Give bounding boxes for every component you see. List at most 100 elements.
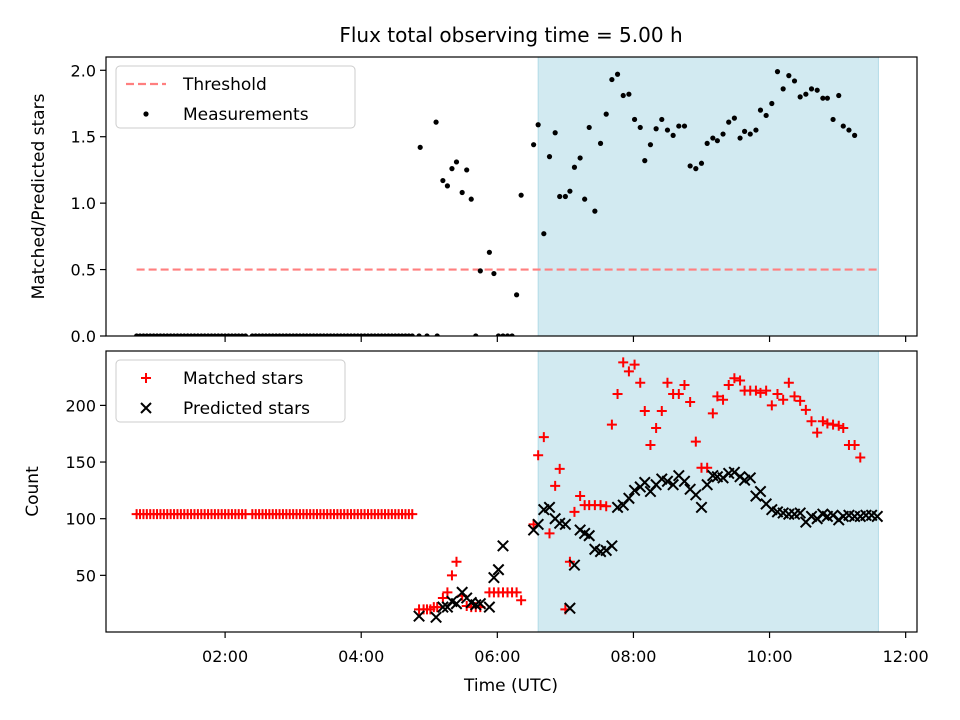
matched-star-point [645, 440, 656, 451]
measurement-point [477, 268, 483, 274]
predicted-star-point [701, 478, 714, 491]
measurement-point [433, 119, 439, 125]
observing-window-shade [537, 350, 879, 633]
matched-star-point [806, 416, 817, 427]
measurement-point [637, 124, 643, 131]
matched-star-point [690, 436, 701, 447]
axes-frame [105, 56, 918, 337]
measurement-point [552, 130, 558, 136]
legend-box [115, 65, 356, 129]
predicted-star-point [543, 501, 556, 514]
x-tick-label: 02:00 [202, 647, 248, 666]
predicted-star-point [695, 501, 708, 514]
y-tick-label: 200 [65, 396, 96, 415]
matched-star-point [761, 385, 772, 396]
matched-star-point [601, 501, 612, 512]
x-tick-label: 06:00 [474, 647, 520, 666]
x-tick-label: 12:00 [883, 647, 929, 666]
predicted-star-point [564, 602, 576, 615]
measurement-point [531, 142, 537, 148]
y-tick-label: 50 [76, 566, 96, 585]
matched-star-point [516, 595, 527, 606]
measurement-point [242, 333, 249, 336]
measurement-point [769, 100, 775, 107]
legend-measurements-swatch [143, 111, 149, 117]
matched-star-point [712, 391, 723, 402]
predicted-star-point [559, 518, 572, 531]
measurement-point [797, 94, 803, 100]
measurement-point [710, 135, 716, 141]
measurement-point [780, 86, 786, 92]
legend-label: Matched stars [183, 369, 303, 389]
measurement-point [670, 132, 676, 138]
matched-star-point [822, 418, 833, 429]
x-tick-label: 10:00 [746, 647, 792, 666]
measurement-point [687, 163, 693, 169]
measurement-point [468, 196, 474, 202]
matched-star-point [679, 379, 690, 390]
predicted-star-point [568, 559, 581, 572]
matched-star-point [685, 396, 696, 407]
matched-star-point [838, 423, 849, 434]
axes-frame [105, 350, 918, 633]
predicted-star-point [622, 492, 635, 505]
matched-star-point [446, 570, 457, 581]
matched-star-point [812, 427, 823, 438]
measurement-point [693, 166, 699, 172]
measurement-point [597, 140, 604, 146]
measurement-point [546, 154, 553, 160]
measurement-point [714, 138, 720, 144]
measurement-point [681, 123, 688, 129]
measurement-point [846, 127, 852, 133]
legend-box [115, 359, 346, 423]
measurement-point [416, 333, 422, 336]
measurement-point [582, 196, 588, 202]
measurement-point [571, 164, 578, 170]
measurement-point [836, 92, 842, 99]
measurement-point [704, 140, 710, 146]
legend-label: Threshold [182, 75, 267, 95]
measurement-point [720, 131, 726, 137]
matched-star-point [723, 379, 734, 390]
measurement-point [449, 166, 455, 172]
predicted-star-point [450, 597, 463, 610]
measurement-point [603, 111, 609, 117]
predicted-star-point [492, 563, 505, 576]
measurement-point [774, 69, 781, 75]
measurement-point [557, 193, 563, 200]
x-tick-label: 04:00 [338, 647, 384, 666]
bottom-panel: 50 100 150 200 02:00 04:00 06:00 08:00 10:00 12:0… [23, 350, 929, 666]
matched-star-point [766, 400, 777, 411]
matched-star-point [729, 373, 740, 384]
predicted-star-point [583, 529, 596, 542]
y-tick-label: 1.0 [71, 194, 96, 213]
matched-star-point [735, 375, 746, 386]
measurement-point [567, 188, 573, 194]
matched-star-point [833, 420, 844, 431]
measurement-point [642, 158, 648, 164]
measurement-point [434, 333, 440, 336]
measurement-point [830, 116, 836, 123]
measurement-point [814, 87, 820, 93]
predicted-star-point [754, 485, 767, 498]
matched-star-point [635, 377, 646, 388]
matched-star-point [407, 509, 418, 520]
measurement-point [757, 107, 764, 113]
y-tick-label: 150 [65, 453, 96, 472]
measurement-point [753, 127, 759, 133]
measurement-point [514, 292, 520, 298]
measurement-point [518, 192, 524, 198]
x-tick-label: 08:00 [610, 647, 656, 666]
legend-matched-swatch [141, 373, 151, 383]
measurement-point [424, 333, 430, 336]
predicted-star-point [488, 571, 500, 584]
matched-star-point [855, 452, 866, 463]
predicted-star-point [628, 484, 641, 497]
predicted-star-point [661, 475, 674, 488]
measurement-point [473, 333, 479, 336]
predicted-star-point [605, 539, 618, 552]
measurement-point [614, 71, 621, 77]
predicted-star-point [483, 601, 496, 613]
measurement-point [852, 132, 858, 138]
measurement-point [737, 135, 743, 141]
